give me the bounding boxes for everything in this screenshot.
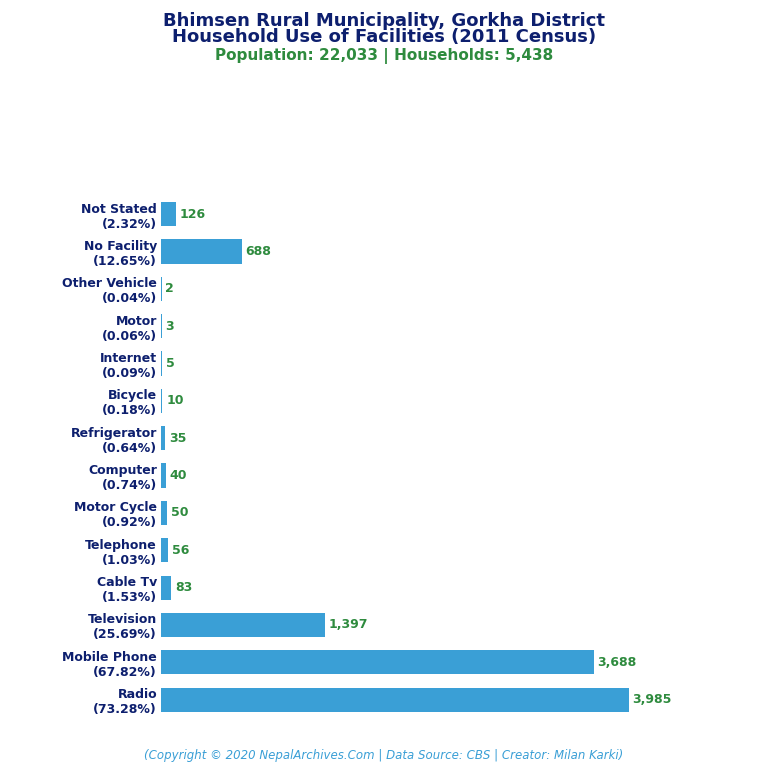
Text: 126: 126: [180, 208, 206, 220]
Text: 40: 40: [170, 469, 187, 482]
Text: 1,397: 1,397: [329, 618, 369, 631]
Text: 50: 50: [171, 506, 188, 519]
Bar: [161, 464, 166, 488]
Text: Population: 22,033 | Households: 5,438: Population: 22,033 | Households: 5,438: [215, 48, 553, 64]
Text: 3: 3: [165, 319, 174, 333]
Text: 10: 10: [166, 395, 184, 408]
Text: 56: 56: [171, 544, 189, 557]
Text: 2: 2: [165, 283, 174, 296]
Text: Bhimsen Rural Municipality, Gorkha District: Bhimsen Rural Municipality, Gorkha Distr…: [163, 12, 605, 29]
Bar: [161, 650, 594, 674]
Bar: [161, 501, 167, 525]
Text: Household Use of Facilities (2011 Census): Household Use of Facilities (2011 Census…: [172, 28, 596, 46]
Text: 35: 35: [169, 432, 187, 445]
Text: 688: 688: [246, 245, 272, 258]
Bar: [161, 202, 176, 227]
Bar: [161, 687, 629, 712]
Bar: [161, 240, 242, 263]
Text: 3,985: 3,985: [633, 694, 672, 706]
Bar: [161, 389, 163, 413]
Bar: [161, 426, 165, 450]
Bar: [161, 613, 325, 637]
Bar: [161, 538, 168, 562]
Text: 3,688: 3,688: [598, 656, 637, 669]
Text: 5: 5: [166, 357, 174, 370]
Text: 83: 83: [175, 581, 192, 594]
Bar: [161, 575, 171, 600]
Text: (Copyright © 2020 NepalArchives.Com | Data Source: CBS | Creator: Milan Karki): (Copyright © 2020 NepalArchives.Com | Da…: [144, 749, 624, 762]
